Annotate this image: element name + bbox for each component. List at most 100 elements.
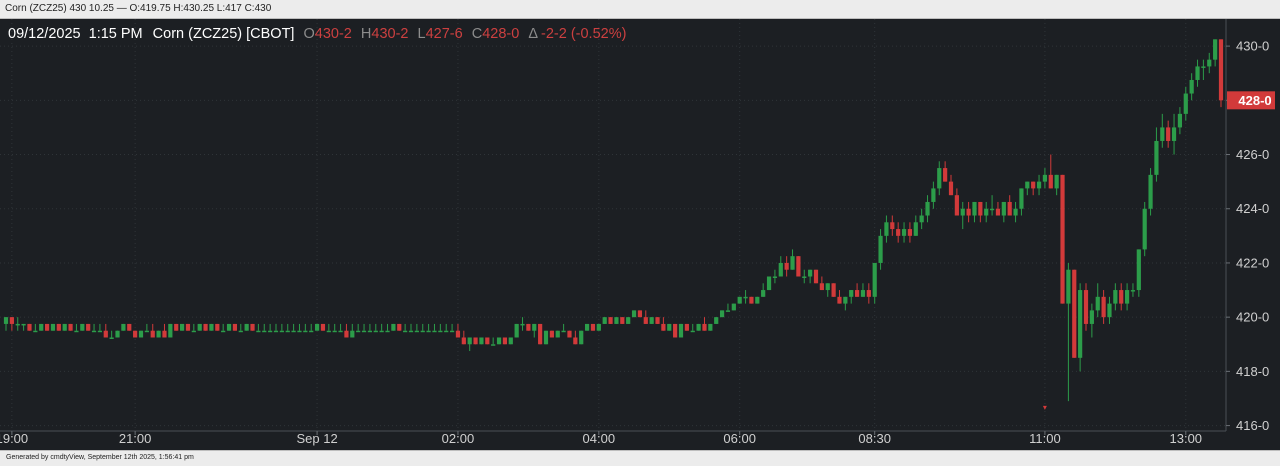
- candle-body: [320, 323, 326, 331]
- candle: [3, 317, 9, 331]
- candle-body: [1142, 208, 1147, 250]
- candle-body: [203, 323, 208, 331]
- candle: [890, 215, 895, 236]
- candle: [385, 323, 390, 333]
- candle: [9, 317, 14, 331]
- candle: [755, 296, 760, 304]
- candle: [684, 323, 689, 331]
- candle-body: [385, 330, 390, 333]
- candle: [379, 323, 384, 333]
- candle: [514, 323, 519, 338]
- candle-body: [444, 330, 449, 333]
- candle: [837, 290, 842, 304]
- time-tick-label: 19:00: [0, 431, 28, 446]
- candle: [808, 269, 813, 284]
- candle-body: [790, 256, 795, 270]
- candle: [1119, 283, 1124, 311]
- candle: [555, 330, 560, 338]
- candle: [614, 317, 619, 324]
- candle-body: [21, 323, 26, 326]
- candle-body: [849, 290, 854, 297]
- candle: [191, 323, 196, 333]
- candle: [966, 201, 971, 223]
- candle: [1113, 283, 1118, 311]
- candle-body: [115, 330, 120, 338]
- candle-body: [1060, 174, 1065, 304]
- candle: [127, 323, 132, 331]
- candle: [1142, 201, 1147, 257]
- candle: [438, 323, 443, 333]
- candle-body: [714, 317, 719, 324]
- candle: [579, 330, 584, 345]
- candle-body: [884, 222, 889, 236]
- candle-body: [1101, 296, 1106, 318]
- candle-body: [426, 330, 431, 333]
- candle: [232, 323, 238, 331]
- candle: [1213, 39, 1218, 67]
- candle-body: [479, 337, 484, 345]
- candle-body: [1036, 181, 1042, 189]
- candle-body: [678, 323, 684, 338]
- candle: [596, 323, 601, 331]
- candle-body: [1031, 181, 1036, 189]
- candle: [33, 323, 38, 333]
- candle-body: [215, 323, 220, 331]
- candle: [937, 161, 942, 196]
- candle: [197, 323, 202, 331]
- candle: [1183, 86, 1188, 121]
- candle-body: [250, 323, 255, 331]
- candle-body: [1189, 79, 1194, 94]
- candle-body: [596, 323, 601, 331]
- candle: [673, 323, 678, 338]
- candle-body: [62, 323, 67, 331]
- candle-body: [1048, 174, 1053, 189]
- candle-body: [9, 317, 14, 324]
- candle: [455, 323, 461, 338]
- candle: [262, 323, 267, 333]
- time-tick-label: 08:30: [858, 431, 891, 446]
- candlestick-chart[interactable]: 416-0 418-0 420-0 422-0 424-0 426-0 428-0 430-0…: [0, 19, 1280, 450]
- candle-body: [303, 330, 308, 333]
- candle: [819, 276, 824, 291]
- legend-change-value: -2-2 (-0.52%): [541, 26, 626, 42]
- candle-body: [15, 323, 20, 326]
- candle: [1042, 168, 1048, 189]
- candle: [479, 337, 484, 345]
- candle: [444, 323, 449, 333]
- candle: [361, 323, 367, 333]
- time-tick-label: 06:00: [723, 431, 756, 446]
- candle-body: [1089, 310, 1094, 324]
- time-tick-label: Sep 12: [296, 431, 337, 446]
- candle: [1136, 249, 1141, 297]
- candle-body: [1183, 93, 1188, 114]
- candle-body: [966, 208, 971, 216]
- candle: [1031, 181, 1036, 196]
- candle-body: [743, 296, 748, 299]
- candle-body: [631, 310, 637, 318]
- candle-body: [508, 337, 513, 345]
- candle: [1036, 174, 1042, 196]
- candle-body: [191, 330, 196, 333]
- legend-high-value: 430-2: [371, 26, 408, 42]
- price-tick-label: 430-0: [1236, 39, 1269, 54]
- candle: [1066, 262, 1071, 402]
- candle: [602, 317, 607, 324]
- candle-body: [907, 229, 913, 236]
- candle-body: [50, 323, 56, 331]
- candle: [1019, 188, 1024, 216]
- candle-body: [872, 262, 877, 297]
- candle-body: [33, 330, 38, 333]
- candle-body: [972, 201, 977, 216]
- candle: [226, 323, 232, 331]
- candle-body: [291, 330, 296, 333]
- candle: [203, 323, 208, 331]
- candle: [496, 337, 502, 345]
- candle-body: [1195, 66, 1200, 80]
- candle-body: [1054, 174, 1059, 189]
- candle: [209, 323, 214, 331]
- candle-body: [532, 323, 537, 331]
- candle: [913, 215, 918, 236]
- candle: [309, 323, 314, 333]
- candle-body: [467, 337, 472, 345]
- candle-body: [772, 276, 778, 278]
